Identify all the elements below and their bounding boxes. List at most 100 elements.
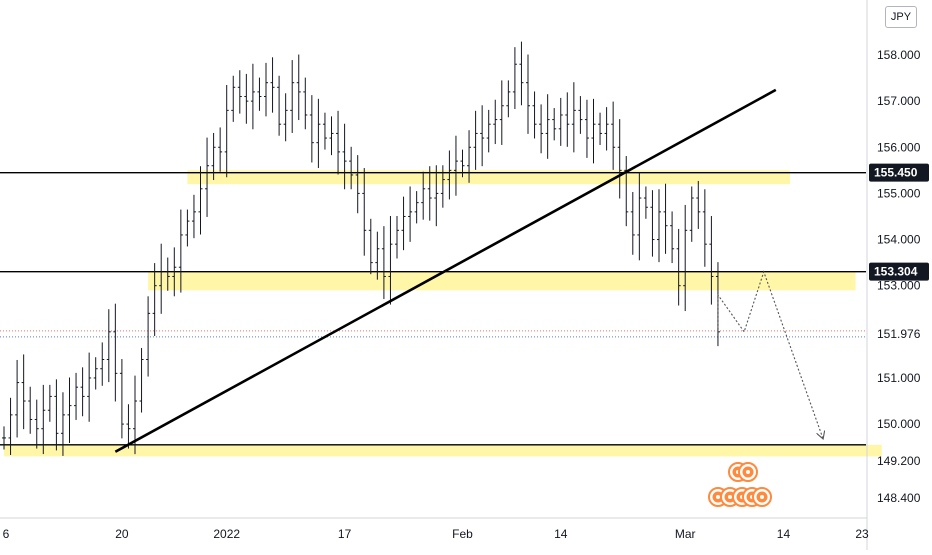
time-tick-label: 23	[855, 527, 869, 541]
ohlc-bar	[257, 77, 262, 111]
ohlc-bar	[650, 190, 655, 257]
ohlc-bar	[565, 92, 570, 147]
ohlc-bar	[486, 109, 491, 153]
event-dot	[716, 495, 720, 499]
trendline-group	[114, 88, 777, 453]
price-tick-label: 158.000	[877, 48, 921, 62]
ohlc-bar	[657, 189, 661, 263]
ohlc-bar	[283, 93, 288, 142]
ohlc-bar	[349, 146, 354, 190]
ohlc-bar	[467, 130, 472, 183]
time-axis[interactable]: 6 20 2022 17 Feb 14 Mar 14 23	[3, 527, 869, 541]
ohlc-bar	[598, 112, 603, 145]
ohlc-bar	[388, 216, 393, 305]
ohlc-bar	[571, 82, 576, 153]
time-tick-label: Feb	[452, 527, 473, 541]
ohlc-bar	[578, 96, 583, 134]
time-tick-label: 20	[115, 527, 129, 541]
ohlc-bar	[21, 354, 26, 430]
event-icons	[708, 462, 772, 507]
currency-badge[interactable]: JPY	[885, 6, 917, 28]
ohlc-bar	[702, 189, 707, 267]
ohlc-bar	[630, 192, 635, 255]
price-tag-label: 153.304	[874, 265, 918, 279]
price-tag-label: 155.450	[874, 166, 918, 180]
ohlc-bar	[231, 75, 236, 122]
event-icon	[752, 487, 772, 507]
price-tag-box	[869, 262, 929, 281]
time-tick-label: 14	[554, 527, 568, 541]
ohlc-bar	[617, 119, 622, 199]
ohlc-bar	[8, 397, 13, 456]
ohlc-bar	[709, 216, 714, 305]
ohlc-bar	[224, 84, 229, 178]
ohlc-bar	[205, 137, 210, 217]
ohlc-bar	[244, 73, 249, 124]
price-tick-label: 149.200	[877, 454, 921, 468]
ohlc-bar	[532, 91, 537, 139]
ohlc-bar	[375, 231, 380, 280]
ohlc-bar	[290, 60, 295, 133]
ohlc-bar	[165, 257, 170, 291]
ohlc-bar	[381, 226, 386, 300]
time-tick-label: 17	[338, 527, 352, 541]
ohlc-bar	[670, 211, 675, 264]
horizontal-lines	[0, 171, 866, 446]
ohlc-bar	[342, 123, 347, 190]
price-axis[interactable]: 158.000 157.000 156.000 155.000 154.000 153.0…	[869, 48, 929, 505]
ohlc-bar	[453, 135, 458, 196]
trendline	[114, 88, 777, 453]
ohlc-bar	[54, 379, 59, 451]
ohlc-bar	[152, 263, 157, 336]
price-tag: 155.450	[869, 163, 929, 182]
ohlc-bar	[512, 47, 517, 109]
ohlc-bar	[67, 377, 72, 444]
ohlc-bar	[447, 150, 452, 200]
ohlc-bar	[401, 196, 406, 251]
ohlc-bar	[309, 95, 314, 163]
ohlc-bar	[493, 99, 498, 145]
ohlc-bar	[526, 54, 530, 134]
ohlc-bar	[15, 359, 20, 438]
ohlc-bar	[591, 98, 596, 164]
ohlc-bar	[296, 54, 301, 121]
ohlc-bar	[113, 303, 118, 402]
ohlc-bar	[624, 156, 629, 227]
price-tick-label: 155.000	[877, 186, 921, 200]
ohlc-bar	[172, 247, 177, 297]
ohlc-bar	[355, 155, 360, 214]
ohlc-bar	[93, 357, 98, 390]
ohlc-bar	[191, 194, 196, 239]
ohlc-bar	[408, 186, 413, 242]
ohlc-bar	[643, 186, 648, 219]
ohlc-bar	[119, 359, 124, 439]
ohlc-bar	[637, 172, 642, 261]
ohlc-bar	[584, 99, 589, 158]
projection-path-group	[717, 270, 823, 438]
ohlc-bar	[60, 392, 65, 456]
price-tick-label: 153.000	[877, 279, 921, 293]
ohlc-bar	[480, 105, 485, 167]
ohlc-bar	[473, 110, 478, 170]
ohlc-bar	[178, 209, 183, 293]
time-tick-label: 2022	[213, 527, 240, 541]
ohlc-bar	[368, 218, 373, 275]
ohlc-bar	[499, 80, 504, 145]
projection-path	[717, 270, 823, 438]
event-dot	[746, 470, 750, 474]
ohlc-bar	[421, 171, 426, 220]
ohlc-bar	[198, 166, 203, 235]
ohlc-bar	[87, 352, 92, 422]
ohlc-bar	[106, 309, 111, 383]
ohlc-bar	[34, 399, 39, 449]
ohlc-bar	[74, 372, 79, 420]
ohlc-bar	[100, 342, 105, 386]
ohlc-bar	[676, 228, 681, 306]
ohlc-bar	[28, 386, 33, 434]
price-dotted-lines	[0, 330, 866, 338]
event-dot	[728, 495, 732, 499]
ohlc-bar	[427, 166, 432, 221]
ohlc-bar	[558, 97, 563, 146]
ohlc-bar	[211, 132, 216, 181]
